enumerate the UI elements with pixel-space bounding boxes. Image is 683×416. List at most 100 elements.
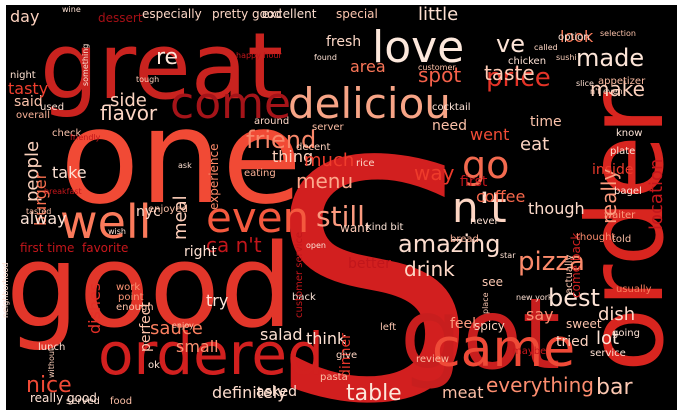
cloud-word-w32: area [350,57,386,76]
cloud-word-w39: location [646,159,667,230]
cloud-word-w142: called [534,43,558,52]
cloud-word-w48: table [346,381,402,406]
cloud-word-w145: open [306,241,326,250]
cloud-word-w71: tried [556,334,589,350]
cloud-word-w135: without [47,348,56,378]
cloud-word-w45: lot [596,328,619,349]
cloud-word-w106: never [470,216,500,227]
cloud-word-w66: day [10,7,39,26]
cloud-word-w4: great [40,13,283,120]
cloud-word-w26: friend [246,126,316,154]
cloud-word-w107: first time [20,241,74,255]
cloud-word-w137: food [110,396,132,407]
cloud-word-w127: give [336,350,357,361]
cloud-word-w109: really good [30,391,97,405]
cloud-word-w41: drink [404,257,455,281]
cloud-word-w158: wine [62,5,81,14]
cloud-word-w118: option [558,32,590,43]
cloud-word-w77: time [530,114,562,130]
cloud-word-w43: dish [598,304,635,325]
cloud-word-w144: ask [178,161,192,170]
cloud-word-w91: feel [450,316,476,332]
cloud-word-w42: best [548,284,600,312]
cloud-word-w78: inside [592,162,633,178]
cloud-word-w19: price [486,63,551,93]
cloud-word-w143: something [81,44,90,86]
cloud-word-w96: decent [296,142,330,153]
cloud-word-w83: dessert [98,11,143,25]
cloud-word-w61: burger [31,172,50,226]
cloud-word-w141: breakfast [44,187,82,196]
cloud-word-w27: flavor [100,101,158,125]
cloud-word-w126: ok [148,360,160,371]
cloud-word-w73: better [348,256,391,272]
cloud-word-w25: re [156,45,178,70]
cloud-word-w123: check [52,128,81,139]
cloud-word-w57: meat [442,383,484,402]
cloud-word-w155: selection [600,29,636,38]
cloud-word-w156: happy hour [236,51,282,60]
cloud-word-w72: dinner [338,333,354,378]
cloud-word-w89: service [590,348,626,359]
cloud-word-w5: order [565,91,683,372]
cloud-word-w35: menu [296,169,353,193]
cloud-word-w125: pasta [320,372,348,383]
cloud-word-w110: used [40,102,64,113]
cloud-word-w64: said [14,94,43,110]
cloud-word-w132: found [314,53,337,62]
cloud-word-w12: well [60,195,151,249]
cloud-word-w60: meal [170,195,191,240]
cloud-word-w55: definitely [212,383,287,402]
cloud-word-w75: want [340,221,370,235]
cloud-word-w98: rice [356,158,375,169]
cloud-word-w80: come back [569,233,583,298]
cloud-word-w81: look [560,27,594,46]
cloud-word-w9: ordered [98,320,324,388]
cloud-word-w33: thing [272,147,313,166]
cloud-word-w94: bread [450,234,479,245]
cloud-word-w112: enough [116,302,154,313]
cloud-word-w46: bar [596,375,633,400]
cloud-word-w20: made [576,44,644,72]
cloud-word-w139: new york [516,293,553,302]
cloud-word-w40: really [597,169,621,224]
cloud-word-w29: side [110,90,147,111]
cloud-word-w52: perfect [138,302,154,352]
cloud-word-w88: lunch [38,342,65,353]
cloud-word-w157: slice [576,79,594,88]
cloud-word-w68: coffee [476,187,525,206]
cloud-word-w146: wish [108,227,126,236]
cloud-word-w38: way [414,161,455,185]
cloud-word-w50: nice [26,373,72,398]
cloud-word-w54: think [306,329,347,348]
cloud-word-w47: everything [486,373,594,397]
cloud-word-w36: went [470,125,509,144]
cloud-word-w24: ve [496,30,525,58]
cloud-word-w108: favorite [82,241,128,255]
cloud-word-w58: try [206,291,228,310]
cloud-word-w59: dishes [85,283,104,334]
cloud-word-w8: love [372,22,464,73]
cloud-word-w128: maybe [512,346,546,357]
cloud-word-w130: thought [576,232,615,243]
cloud-word-w44: say [526,305,554,324]
cloud-word-w115: enjoyed [148,204,188,215]
cloud-word-w70: though [528,199,585,218]
cloud-word-w30: fresh [326,34,361,50]
cloud-word-w49: sauce [150,318,203,339]
cloud-word-w97: around [254,116,289,127]
cloud-word-w138: customer service [294,232,305,318]
cloud-word-w37: eat [520,134,549,155]
cloud-word-w90: left [380,322,396,333]
cloud-word-w7: deliciou [288,79,451,128]
cloud-word-w23: spot [418,63,461,87]
cloud-word-w148: friendly [70,133,101,142]
cloud-word-w28: people [22,141,43,202]
cloud-word-w131: actually [564,254,575,294]
cloud-background [6,5,677,410]
cloud-word-w34: much [304,150,354,171]
cloud-word-w124: overall [16,110,50,121]
cloud-word-w92: plate [610,146,635,157]
cloud-word-w82: nyc [136,204,161,220]
